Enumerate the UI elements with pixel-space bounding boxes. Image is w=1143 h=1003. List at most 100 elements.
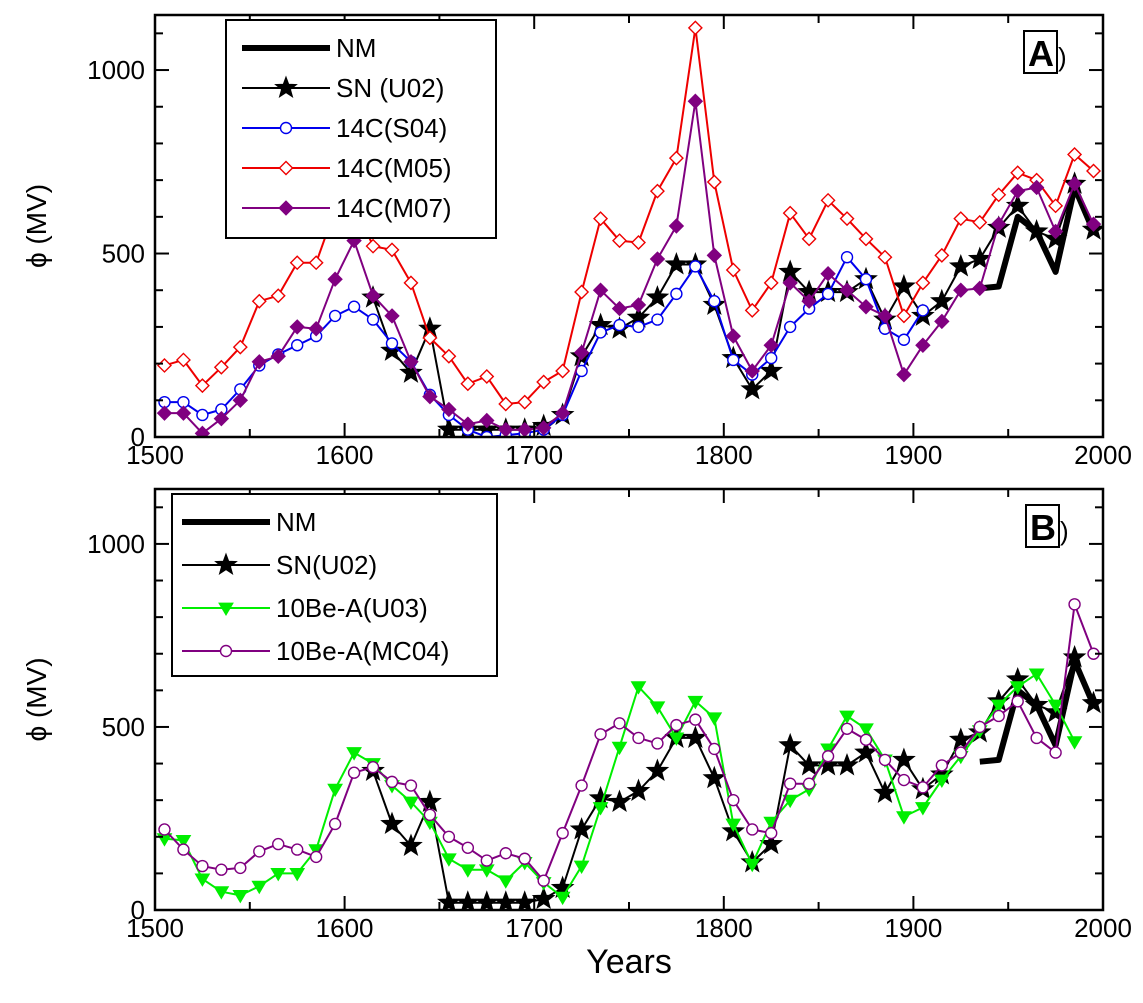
data-point-14c-m05 [668, 150, 684, 166]
legend-marker [218, 602, 234, 616]
legend-label: SN(U02) [276, 550, 377, 580]
y-tick-label: 500 [102, 239, 145, 269]
data-point-14c-m05 [479, 368, 495, 384]
data-point-sn-u02 [607, 789, 632, 813]
data-point-14c-m05 [972, 214, 988, 230]
panel-label-box [1023, 30, 1058, 74]
data-point-10be-a-u03 [554, 891, 571, 906]
data-point-10be-a-mc04 [442, 830, 456, 843]
data-point-10be-a-mc04 [1030, 731, 1043, 745]
y-tick-label: 1000 [87, 529, 145, 559]
data-point-14c-m07 [934, 313, 950, 330]
data-point-14c-m07 [1009, 183, 1026, 199]
data-point-10be-a-u03 [990, 699, 1007, 713]
data-point-10be-a-mc04 [575, 779, 588, 792]
data-point-14c-m07 [744, 363, 760, 379]
legend-entry-nm: NM [182, 507, 316, 537]
data-point-14c-m05 [1086, 163, 1102, 179]
data-point-14c-m07 [763, 337, 779, 353]
data-point-14c-s04 [783, 320, 797, 334]
x-tick-label: 1500 [126, 440, 184, 470]
data-point-10be-a-mc04 [632, 731, 645, 745]
data-point-10be-a-u03 [858, 723, 874, 737]
data-point-10be-a-u03 [459, 864, 476, 878]
data-point-14c-m07 [270, 348, 286, 364]
data-point-14c-m07 [801, 293, 817, 309]
data-point-14c-m07 [915, 337, 931, 353]
data-point-sn-u02 [1024, 219, 1049, 242]
data-point-14c-m05 [517, 394, 533, 410]
data-point-10be-a-u03 [933, 774, 950, 789]
data-point-sn-u02 [702, 765, 727, 789]
data-point-10be-a-u03 [251, 880, 268, 895]
data-point-14c-s04 [328, 309, 342, 323]
data-point-14c-m05 [251, 293, 267, 309]
data-point-10be-a-mc04 [1049, 746, 1062, 759]
data-point-10be-a-mc04 [708, 742, 721, 756]
data-point-10be-a-u03 [592, 802, 609, 816]
data-point-14c-s04 [613, 318, 626, 332]
data-point-sn-u02 [399, 833, 423, 856]
data-point-14c-m05 [270, 288, 286, 304]
data-point-14c-s04 [196, 408, 209, 422]
data-point-14c-s04 [897, 333, 911, 346]
data-point-14c-m05 [763, 275, 779, 291]
data-point-10be-a-u03 [194, 873, 211, 887]
data-point-10be-a-mc04 [746, 823, 759, 836]
data-point-10be-a-mc04 [556, 826, 569, 840]
series-line-nm [979, 184, 1097, 292]
data-point-10be-a-u03 [668, 732, 685, 746]
data-point-14c-m07 [991, 216, 1007, 232]
data-point-14c-s04 [840, 250, 854, 264]
data-point-14c-m07 [175, 405, 192, 421]
data-point-sn-u02 [683, 725, 708, 748]
y-tick-label: 0 [131, 422, 145, 452]
x-tick-label: 2000 [1074, 913, 1132, 943]
data-point-14c-m05 [460, 376, 476, 392]
data-point-14c-m05 [1010, 165, 1026, 181]
data-point-10be-a-mc04 [670, 718, 683, 732]
legend-marker [279, 121, 293, 135]
data-point-10be-a-u03 [175, 835, 192, 849]
data-point-10be-a-mc04 [1011, 695, 1024, 708]
panel-label-text: A [1028, 33, 1054, 74]
data-point-10be-a-u03 [630, 681, 647, 695]
data-point-10be-a-mc04 [651, 737, 664, 750]
data-point-14c-m05 [441, 348, 457, 364]
data-point-14c-m05 [232, 339, 248, 355]
data-point-14c-m07 [251, 354, 267, 370]
data-point-sn-u02 [873, 780, 897, 803]
data-point-14c-m07 [441, 401, 457, 418]
data-point-14c-m05 [1048, 198, 1064, 214]
data-point-10be-a-u03 [497, 875, 514, 889]
data-point-10be-a-mc04 [802, 777, 816, 790]
data-point-10be-a-u03 [1028, 668, 1045, 682]
data-point-10be-a-mc04 [916, 781, 930, 794]
data-point-10be-a-mc04 [423, 808, 437, 822]
data-point-14c-m07 [972, 280, 988, 297]
data-point-14c-m07 [706, 247, 723, 264]
x-tick-label: 2000 [1074, 440, 1132, 470]
data-point-10be-a-mc04 [973, 720, 986, 734]
data-point-10be-a-mc04 [291, 843, 304, 856]
data-point-10be-a-u03 [441, 853, 457, 867]
data-point-10be-a-mc04 [499, 847, 512, 860]
data-point-14c-m07 [1028, 179, 1045, 196]
data-point-sn-u02 [1005, 193, 1030, 216]
series-10be-a-mc04 [158, 598, 1100, 887]
legend-marker [274, 75, 298, 99]
data-point-14c-m05 [725, 262, 741, 278]
panel-label-text: B [1030, 507, 1056, 548]
data-point-14c-m05 [687, 20, 703, 36]
data-point-10be-a-mc04 [878, 753, 892, 767]
data-point-14c-m05 [422, 330, 438, 346]
data-point-14c-m07 [858, 299, 874, 315]
data-point-14c-m07 [896, 366, 912, 383]
data-point-14c-s04 [347, 300, 361, 313]
legend-label: 14C(M07) [336, 193, 452, 223]
data-point-10be-a-mc04 [158, 823, 171, 836]
data-point-10be-a-mc04 [404, 779, 418, 792]
data-point-10be-a-mc04 [518, 852, 531, 865]
data-point-sn-u02 [759, 358, 784, 381]
